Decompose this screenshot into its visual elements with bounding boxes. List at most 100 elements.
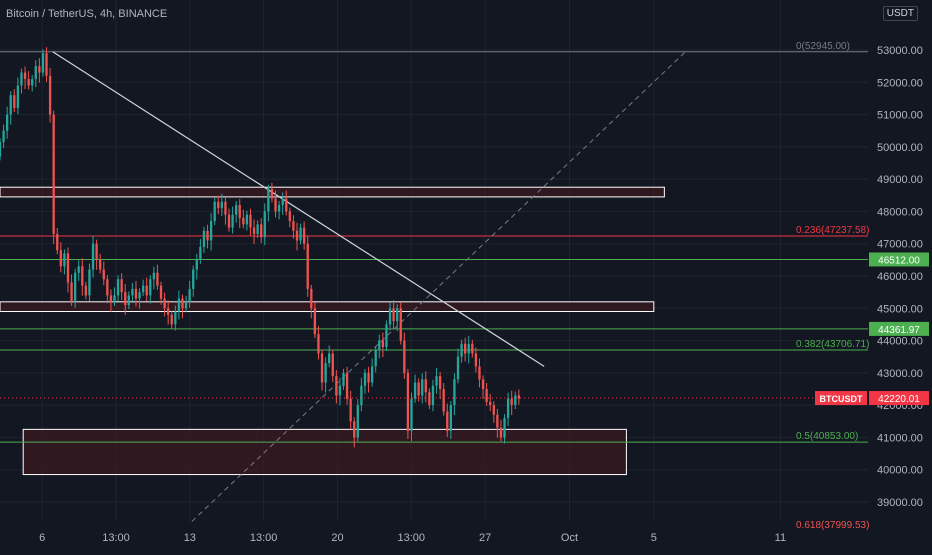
time-tick-label: 6 [39,532,45,544]
symbol-tag-label: BTCUSDT [820,394,863,404]
price-tick-label: 53000.00 [877,45,923,57]
price-tick-label: 47000.00 [877,239,923,251]
candle-body [52,114,55,235]
candle-body [127,295,130,306]
candle-body [456,356,460,380]
time-tick-label: Oct [561,532,578,544]
candle-body [16,85,20,109]
candle-body [88,269,91,296]
candle-body [234,204,238,215]
candle-body [302,227,306,244]
candle-body [349,398,352,422]
candle-body [181,298,184,309]
candle-body [399,308,402,341]
resistance-zone-upper[interactable] [0,186,665,198]
candle-body [217,201,220,209]
candle-body [134,288,138,299]
candle-body [403,340,406,373]
currency-unit-button[interactable]: USDT [882,6,918,21]
candle-body [489,401,492,406]
candle-body [20,72,23,86]
candle-body [496,414,499,428]
candle-body [113,295,116,302]
time-tick-label: 13 [184,532,196,544]
demand-zone[interactable] [22,428,627,476]
fib-retracement-diagonal[interactable] [191,51,686,522]
price-tick-label: 50000.00 [877,142,923,154]
candle-body [131,288,134,296]
price-tag-bg [869,321,929,336]
candle-body [2,130,5,143]
candle-body [474,353,478,367]
candle-body [453,379,456,406]
candle-body [360,385,363,406]
candle-body [288,211,291,222]
resistance-zone-middle[interactable] [0,301,655,313]
candle-body [381,340,385,348]
candle-body [388,308,392,325]
candle-body [145,285,148,296]
symbol-title: Bitcoin / TetherUS, 4h, BINANCE [6,8,168,20]
candle-body [73,272,77,302]
candle-body [417,382,420,396]
candle-body [292,221,295,231]
fib-level-label: 0.236(47237.58) [796,225,869,236]
candle-body [460,343,463,357]
symbol-tag-bg [815,391,867,406]
fib-level-label: 0(52945.00) [796,41,850,52]
candle-body [306,243,309,289]
downtrend-line[interactable] [52,51,545,367]
price-tick-label: 40000.00 [877,465,923,477]
price-tag-bg [869,252,929,267]
candle-body [485,389,488,402]
candle-body [231,214,234,228]
candle-body [270,188,274,199]
candle-body [471,343,474,354]
candle-body [335,376,338,396]
fib-level-label: 0.382(43706.71) [796,339,869,350]
candle-body [9,95,12,115]
candle-body [124,292,127,306]
candle-body [506,398,510,419]
time-axis[interactable]: 6 13:00 13 13:00 20 13:00 27 Oct 5 11 [39,532,786,544]
price-axis-bg [868,0,932,550]
candle-body [421,379,424,396]
price-tick-label: 39000.00 [877,497,923,509]
candle-body [184,301,188,309]
candle-body [277,204,281,212]
candle-body [106,279,109,296]
candle-body [167,308,170,315]
candle-body [95,243,98,260]
candle-body [263,211,266,238]
candle-body [238,204,241,218]
drawing-lines-layer [52,51,686,522]
candle-body [363,372,367,386]
price-tick-label: 49000.00 [877,174,923,186]
candle-body [5,114,9,131]
candle-body [177,298,181,312]
level-labels-layer: 0(52945.00) 0.236(47237.58) 0.382(43706.71… [796,41,929,531]
candle-body [192,269,195,289]
price-tag-label: 46512.00 [878,255,920,266]
candle-body [199,246,202,260]
candle-body [406,372,410,431]
candle-body [446,411,449,431]
candle-body [424,379,427,393]
price-axis[interactable]: 53000.00 52000.00 51000.00 50000.00 49000.00… [868,0,932,550]
candle-body [59,250,62,267]
candle-body [188,288,191,302]
candle-body [478,366,481,380]
candle-body [41,53,45,73]
candle-body [299,227,302,241]
candle-body [152,272,156,280]
candle-body [317,334,320,354]
candle-body [356,405,359,438]
candle-body [514,395,517,406]
levels-layer [0,51,868,443]
candle-body [413,382,417,399]
candle-body [213,201,216,222]
fib-level-label: 0.5(40853.00) [796,431,858,442]
time-tick-label: 27 [479,532,491,544]
